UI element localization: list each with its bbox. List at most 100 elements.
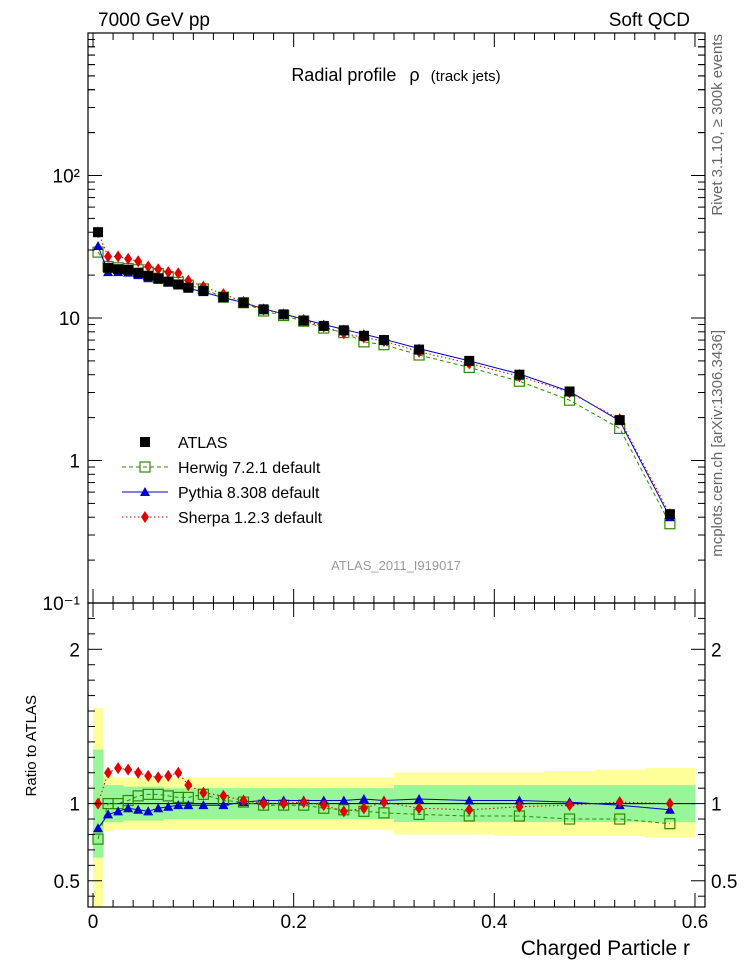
legend-label: Sherpa 1.2.3 default (178, 510, 323, 527)
ratio-plot-frame (87, 602, 706, 908)
legend-label: ATLAS (178, 435, 228, 452)
data-point (198, 800, 209, 810)
data-point (123, 803, 134, 813)
data-point (144, 260, 153, 273)
data-point (104, 766, 113, 779)
y-tick-label: 10 (59, 309, 80, 330)
data-point (338, 795, 349, 805)
data-point (114, 250, 123, 263)
data-point (133, 267, 144, 278)
data-point (143, 270, 154, 281)
data-point (93, 241, 104, 251)
data-point (565, 799, 574, 812)
y-tick-label: 2 (69, 640, 80, 661)
data-point (279, 797, 288, 810)
legend-marker (140, 487, 150, 496)
header-left: 7000 GeV pp (98, 10, 210, 31)
y-tick-label: 1 (69, 452, 80, 473)
data-point (198, 285, 209, 296)
data-point (163, 801, 174, 811)
series-line (97, 232, 671, 515)
main-title: Radial profile ρ (track jets) (291, 65, 500, 85)
data-point (134, 766, 143, 779)
data-point (515, 800, 524, 813)
data-point (103, 262, 114, 273)
data-point (218, 800, 229, 810)
data-point (174, 267, 183, 280)
legend-entry-herwig: Herwig 7.2.1 default (122, 460, 321, 477)
data-point (465, 803, 474, 816)
data-point (174, 766, 183, 779)
data-point (123, 264, 134, 275)
rivet-label: Rivet 3.1.10, ≥ 300k events (709, 34, 726, 216)
x-tick-label: 0.2 (280, 912, 306, 933)
x-axis-label: Charged Particle r (521, 937, 690, 960)
data-point (199, 786, 208, 799)
y-tick-label: 0.5 (54, 872, 80, 893)
data-point (153, 803, 164, 813)
data-point (299, 796, 308, 809)
main-title-symbol: ρ (409, 65, 419, 85)
legend-label: Herwig 7.2.1 default (178, 460, 321, 477)
data-point (124, 763, 133, 776)
data-point (414, 344, 425, 355)
data-point (124, 252, 133, 265)
ratio-plot: 0.5 0.5 1 1 2 2 0 0.2 0.4 0.6 Ratio to ATLAS Char… (23, 602, 737, 960)
x-tick-label: 0.4 (481, 912, 508, 933)
data-point (218, 292, 229, 303)
data-point (318, 320, 329, 331)
watermark: ATLAS_2011_I919017 (331, 558, 461, 573)
data-point (614, 813, 626, 825)
legend: ATLAS Herwig 7.2.1 default Pythia 8.308 de… (122, 435, 323, 527)
data-point (414, 793, 425, 803)
data-point (464, 355, 475, 366)
legend-marker (140, 437, 150, 447)
data-point (113, 806, 124, 816)
data-point (153, 273, 164, 284)
data-point (104, 250, 113, 263)
legend-entry-sherpa: Sherpa 1.2.3 default (122, 510, 323, 527)
main-title-suffix: (track jets) (431, 68, 501, 85)
data-point (92, 833, 104, 845)
data-point (134, 255, 143, 268)
series-atlas (93, 227, 675, 520)
x-tick-label: 0 (88, 912, 99, 933)
data-point (259, 797, 268, 810)
data-point (298, 315, 309, 326)
data-point (144, 769, 153, 782)
data-point (143, 806, 154, 816)
data-point (665, 797, 674, 810)
data-point (358, 793, 369, 803)
ratio-y-label: Ratio to ATLAS (23, 695, 40, 796)
legend-marker (139, 461, 151, 473)
data-point (173, 800, 184, 810)
mcplots-label: mcplots.cern.ch [arXiv:1306.3436] (709, 330, 726, 557)
y-tick-label: 1 (69, 795, 80, 816)
data-point (564, 386, 575, 397)
data-point (615, 796, 624, 809)
data-point (113, 264, 124, 275)
series-line (97, 793, 670, 840)
data-point (415, 802, 424, 815)
data-point (378, 335, 389, 346)
data-point (184, 779, 193, 792)
ratio-series-sherpa (94, 762, 674, 818)
data-point (154, 771, 163, 784)
y-tick-label-right: 2 (711, 640, 722, 661)
data-point (338, 325, 349, 336)
data-point (173, 279, 184, 290)
data-point (258, 304, 269, 315)
data-point (93, 227, 104, 238)
legend-label: Pythia 8.308 default (178, 485, 320, 502)
data-point (563, 813, 576, 825)
series-line (97, 767, 670, 812)
data-point (93, 823, 104, 833)
header-right: Soft QCD (609, 10, 690, 31)
data-point (133, 804, 144, 814)
data-point (114, 762, 123, 775)
data-point (103, 809, 114, 819)
legend-entry-atlas: ATLAS (140, 435, 228, 452)
main-title-text: Radial profile (291, 65, 396, 85)
legend-marker (141, 511, 149, 523)
